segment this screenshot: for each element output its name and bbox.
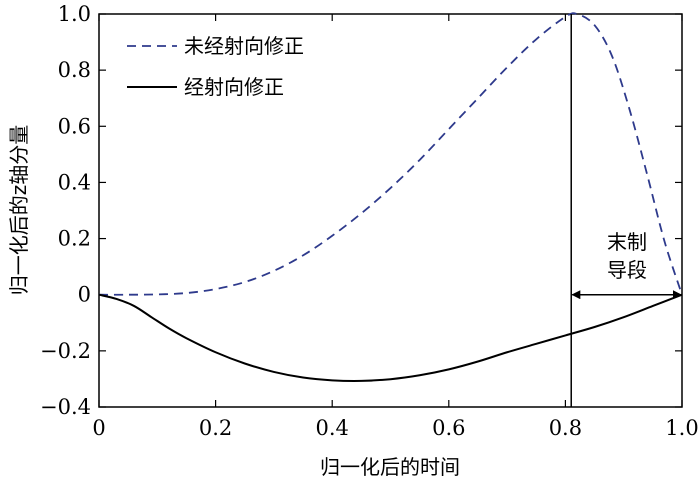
terminal-guidance-label-line2: 导段 bbox=[607, 258, 647, 282]
x-tick-label: 0 bbox=[92, 416, 105, 440]
x-axis-title: 归一化后的时间 bbox=[320, 455, 460, 479]
y-tick-label: 0.6 bbox=[58, 114, 91, 138]
y-axis-title: 归一化后的z轴分量 bbox=[7, 125, 31, 296]
y-tick-label: −0.2 bbox=[40, 339, 91, 363]
legend: 未经射向修正 经射向修正 bbox=[127, 34, 304, 99]
axis-tick-labels: 0 0.2 0.4 0.6 0.8 1.0 1.0 0.8 0.6 0.4 0.2 0 −0.2 −0.4 bbox=[40, 2, 699, 440]
legend-label-uncorrected: 未经射向修正 bbox=[184, 34, 304, 58]
y-tick-label: 0.8 bbox=[58, 58, 91, 82]
y-tick-label: −0.4 bbox=[40, 395, 91, 419]
x-tick-label: 0.2 bbox=[199, 416, 232, 440]
plot-frame bbox=[98, 13, 683, 408]
x-tick-label: 1.0 bbox=[665, 416, 698, 440]
axis-ticks bbox=[98, 13, 683, 408]
series-line-uncorrected bbox=[98, 12, 683, 296]
x-tick-label: 0.8 bbox=[549, 416, 582, 440]
y-tick-label: 0.2 bbox=[58, 227, 91, 251]
x-tick-label: 0.6 bbox=[432, 416, 465, 440]
legend-label-corrected: 经射向修正 bbox=[184, 75, 284, 99]
y-tick-label: 1.0 bbox=[58, 2, 91, 26]
terminal-guidance-label-line1: 末制 bbox=[607, 230, 647, 254]
series-layer bbox=[98, 12, 683, 382]
x-tick-label: 0.4 bbox=[315, 416, 348, 440]
series-line-corrected bbox=[98, 293, 683, 382]
y-tick-label: 0 bbox=[78, 283, 91, 307]
y-tick-label: 0.4 bbox=[58, 170, 91, 194]
